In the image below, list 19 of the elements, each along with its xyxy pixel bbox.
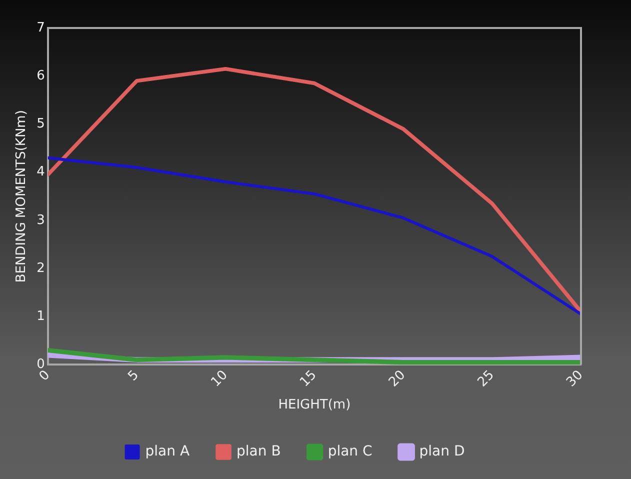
x-tick-label: 25: [475, 368, 498, 390]
x-tick-label: 10: [208, 368, 231, 390]
y-tick-label: 6: [36, 68, 45, 84]
y-tick-label: 2: [36, 260, 45, 276]
x-tick-label: 5: [125, 368, 142, 384]
y-tick-label: 7: [36, 20, 45, 36]
x-tick-label: 15: [297, 368, 320, 390]
x-axis-title: HEIGHT(m): [278, 398, 351, 413]
legend-label: plan A: [145, 444, 190, 460]
y-tick-label: 3: [36, 212, 45, 228]
y-axis-title: BENDING MOMENTS(KNm): [14, 110, 30, 283]
x-tick-label: 20: [386, 368, 409, 390]
y-tick-label: 5: [36, 116, 45, 132]
legend-label: plan D: [419, 444, 465, 460]
y-tick-label: 4: [36, 164, 45, 180]
legend-label: plan B: [236, 444, 281, 460]
y-tick-label: 1: [36, 308, 45, 324]
legend-label: plan C: [328, 444, 372, 460]
x-tick-label: 30: [564, 368, 586, 390]
